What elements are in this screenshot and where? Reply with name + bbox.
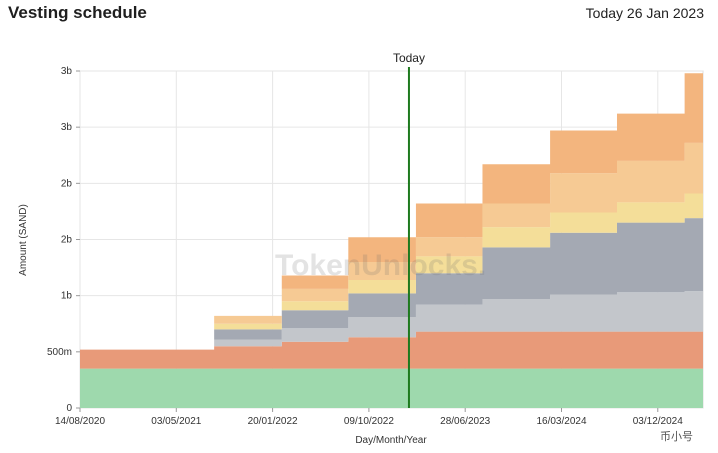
x-tick-label: 28/06/2023 bbox=[440, 416, 490, 427]
page-title: Vesting schedule bbox=[8, 3, 147, 22]
area-series-4 bbox=[80, 193, 703, 350]
x-tick-label: 14/08/2020 bbox=[55, 416, 105, 427]
area-series-3 bbox=[80, 218, 703, 350]
x-tick-label: 09/10/2022 bbox=[344, 416, 394, 427]
x-tick-label: 03/12/2024 bbox=[633, 416, 683, 427]
area-series-0 bbox=[80, 368, 703, 408]
y-axis-label: Amount (SAND) bbox=[18, 204, 29, 276]
area-series-2 bbox=[80, 291, 703, 350]
y-tick-label: 2b bbox=[61, 235, 73, 246]
today-marker: Today bbox=[393, 51, 425, 408]
area-series-5 bbox=[80, 142, 703, 350]
x-tick-label: 20/01/2022 bbox=[248, 416, 298, 427]
x-axis-label: Day/Month/Year bbox=[355, 435, 427, 446]
corner-brand-text: 币小号 bbox=[660, 430, 693, 443]
x-tick-label: 03/05/2021 bbox=[151, 416, 201, 427]
today-label: Today bbox=[393, 51, 425, 65]
y-tick-label: 1b bbox=[61, 291, 73, 302]
y-tick-label: 500m bbox=[47, 347, 72, 358]
y-tick-label: 2b bbox=[61, 178, 73, 189]
watermark-text: TokenUnlocks. bbox=[275, 249, 486, 282]
area-series-1 bbox=[80, 331, 703, 369]
y-tick-label: 0 bbox=[66, 403, 72, 414]
x-axis-ticks: 14/08/2020 03/05/2021 20/01/2022 09/10/2022… bbox=[55, 408, 683, 427]
today-date-label: Today 26 Jan 2023 bbox=[585, 5, 704, 21]
vesting-areas bbox=[80, 73, 703, 408]
y-tick-label: 3b bbox=[61, 66, 73, 77]
y-tick-label: 3b bbox=[61, 122, 73, 133]
y-axis-ticks: 0 500m 1b 2b 2b 3b 3b bbox=[47, 66, 80, 414]
x-tick-label: 16/03/2024 bbox=[536, 416, 586, 427]
